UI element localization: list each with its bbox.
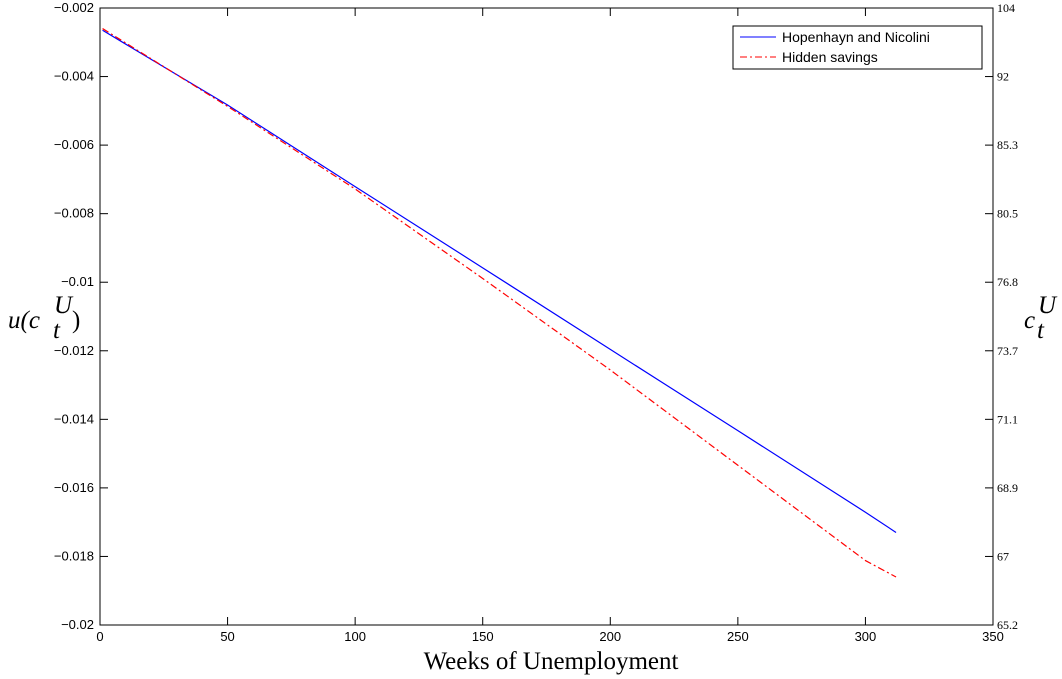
x-tick-label: 200 xyxy=(599,629,621,644)
y-axis-left-title: u(c t U ) xyxy=(8,292,80,344)
plot-area xyxy=(99,7,994,626)
y-axis-right-title-main: c xyxy=(1024,307,1035,334)
x-tick-label: 250 xyxy=(727,629,749,644)
y-tick-label-left: −0.02 xyxy=(61,617,94,632)
x-tick-label: 350 xyxy=(982,629,1004,644)
x-tick-label: 100 xyxy=(344,629,366,644)
y-axis-right-title-sub: t xyxy=(1037,317,1045,344)
y-tick-label-left: −0.004 xyxy=(54,69,94,84)
y-tick-label-left: −0.008 xyxy=(54,206,94,221)
y-axis-left-title-close: ) xyxy=(72,307,80,334)
y-tick-label-right: 92 xyxy=(997,70,1009,84)
y-tick-label-right: 67 xyxy=(997,549,1009,563)
y-tick-label-left: −0.01 xyxy=(61,274,94,289)
y-tick-label-left: −0.002 xyxy=(54,0,94,15)
legend-box xyxy=(732,25,983,70)
series-line-hopenhayn xyxy=(102,29,897,533)
x-tick-label: 150 xyxy=(472,629,494,644)
series-layer xyxy=(102,28,897,578)
y-tick-label-right: 65.2 xyxy=(997,618,1018,632)
y-tick-label-right: 85.3 xyxy=(997,138,1018,152)
y-tick-label-right: 68.9 xyxy=(997,481,1018,495)
y-tick-label-left: −0.012 xyxy=(54,343,94,358)
x-tick-label: 300 xyxy=(855,629,877,644)
y-tick-label-right: 76.8 xyxy=(997,275,1018,289)
y-axis-right-title: c t U xyxy=(1024,292,1058,344)
y-axis-left-title-sup: U xyxy=(54,292,74,319)
series-line-hidden-savings xyxy=(102,28,897,578)
y-tick-label-left: −0.016 xyxy=(54,480,94,495)
y-tick-label-left: −0.014 xyxy=(54,411,94,426)
y-tick-label-right: 71.1 xyxy=(997,412,1018,426)
legend-label-hopenhayn: Hopenhayn and Nicolini xyxy=(782,29,930,45)
y-tick-label-right: 73.7 xyxy=(997,344,1018,358)
y-tick-label-left: −0.006 xyxy=(54,137,94,152)
x-tick-label: 0 xyxy=(96,629,103,644)
y-tick-label-right: 80.5 xyxy=(997,207,1018,221)
y-axis-right-title-sup: U xyxy=(1038,292,1058,319)
tick-layer: 0 50 100 150 200 250 300 350 −0.002 −0.004 −0.006 −… xyxy=(54,0,1018,644)
y-axis-left-title-sub: t xyxy=(53,317,61,344)
legend: Hopenhayn and Nicolini Hidden savings xyxy=(732,25,983,70)
x-axis-title: Weeks of Unemployment xyxy=(424,648,679,675)
y-axis-left-title-main: u(c xyxy=(8,307,40,334)
x-tick-label: 50 xyxy=(220,629,234,644)
y-tick-label-left: −0.018 xyxy=(54,548,94,563)
y-tick-label-right: 104 xyxy=(997,1,1015,15)
legend-label-hidden-savings: Hidden savings xyxy=(782,49,878,65)
